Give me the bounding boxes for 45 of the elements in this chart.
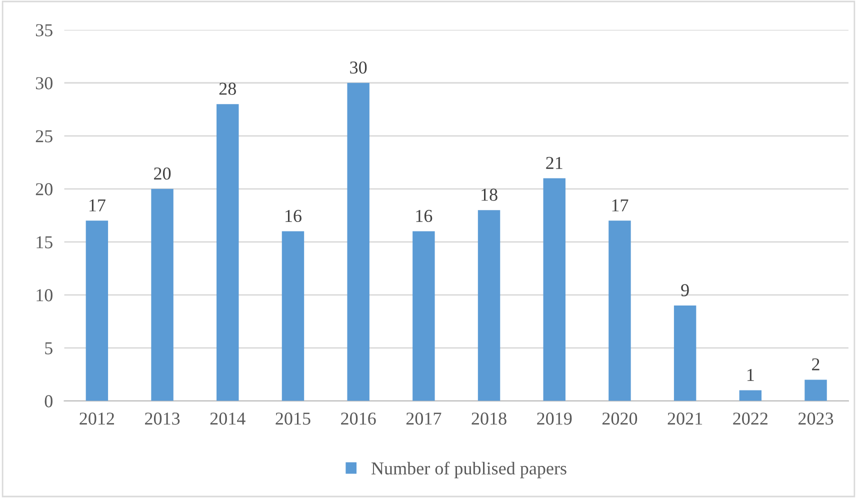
y-tick-label: 0 — [44, 395, 52, 408]
data-label: 21 — [546, 156, 562, 169]
y-tick-label: 35 — [36, 24, 52, 36]
x-tick-label: 2016 — [341, 412, 376, 425]
data-label: 20 — [154, 167, 171, 180]
bar — [478, 210, 500, 401]
x-tick-label: 2015 — [276, 412, 310, 425]
x-tick-label: 2014 — [210, 412, 246, 425]
data-label: 2 — [812, 358, 820, 370]
data-label: 30 — [350, 61, 367, 74]
data-label: 16 — [286, 210, 302, 222]
y-tick-label: 25 — [36, 130, 52, 142]
x-tick-label: 2012 — [80, 412, 114, 425]
y-tick-label: 5 — [45, 342, 52, 354]
bar — [86, 220, 108, 401]
data-label: 17 — [612, 199, 628, 212]
bar — [347, 82, 370, 401]
x-tick-label: 2019 — [537, 412, 572, 425]
x-tick-label: 2022 — [733, 412, 768, 425]
bar — [216, 104, 239, 401]
bar — [804, 380, 827, 401]
bar — [674, 305, 696, 401]
y-tick-label: 30 — [36, 77, 52, 90]
x-tick-label: 2023 — [798, 412, 834, 425]
y-tick-label: 15 — [36, 236, 52, 248]
y-tick-label: 20 — [36, 183, 52, 196]
data-label: 16 — [416, 210, 432, 222]
data-label: 17 — [90, 199, 106, 212]
legend-label: Number of publised papers — [371, 462, 566, 478]
bar — [412, 231, 435, 401]
x-tick-label: 2018 — [472, 412, 506, 425]
x-tick-label: 2017 — [406, 412, 442, 425]
y-tick-label: 10 — [36, 289, 52, 302]
data-label: 9 — [681, 284, 689, 296]
bar — [151, 188, 174, 401]
data-label: 1 — [747, 368, 754, 381]
x-tick-label: 2021 — [668, 412, 702, 425]
bar — [608, 220, 631, 401]
data-label: 18 — [482, 188, 498, 201]
bar — [739, 390, 762, 401]
data-label: 28 — [219, 82, 236, 95]
x-tick-label: 2020 — [602, 412, 638, 425]
bar — [543, 178, 566, 401]
x-tick-label: 2013 — [145, 412, 180, 425]
bar — [282, 231, 304, 401]
